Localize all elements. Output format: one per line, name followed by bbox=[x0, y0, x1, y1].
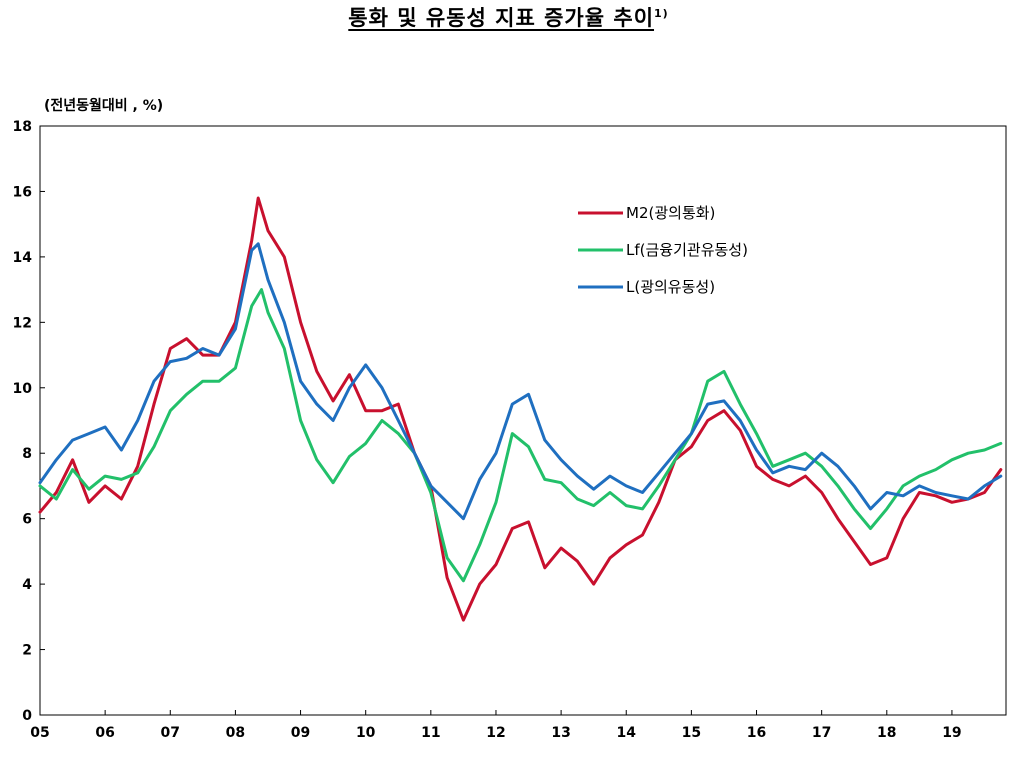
plot-frame bbox=[39, 125, 1007, 716]
y-tick-label: 0 bbox=[22, 708, 32, 724]
x-tick-label: 05 bbox=[30, 725, 49, 741]
x-axis: 05 06 07 08 09 10 11 12 13 14 15 16 17 18 19 bbox=[30, 710, 962, 741]
legend: M2(광의통화) Lf(금융기관유동성) L(광의유동성) bbox=[578, 204, 748, 296]
series-line-3 bbox=[38, 242, 1003, 521]
y-tick-label: 2 bbox=[22, 643, 32, 659]
legend-label: Lf(금융기관유동성) bbox=[626, 241, 748, 259]
x-tick-label: 08 bbox=[226, 725, 245, 741]
series-lines bbox=[38, 196, 1003, 622]
x-tick-label: 09 bbox=[291, 725, 310, 741]
x-tick-label: 14 bbox=[617, 725, 637, 741]
y-axis-unit-label: (전년동월대비 , %) bbox=[44, 98, 164, 114]
x-tick-label: 19 bbox=[942, 725, 961, 741]
y-tick-label: 16 bbox=[13, 184, 32, 200]
x-tick-label: 18 bbox=[877, 725, 896, 741]
x-tick-label: 10 bbox=[356, 725, 376, 741]
y-tick-label: 8 bbox=[22, 446, 32, 462]
x-tick-label: 16 bbox=[747, 725, 766, 741]
chart-title-footnote: 1) bbox=[654, 7, 669, 20]
x-tick-label: 17 bbox=[812, 725, 831, 741]
y-tick-label: 18 bbox=[13, 119, 32, 135]
x-tick-label: 07 bbox=[161, 725, 180, 741]
series-line-1 bbox=[38, 196, 1003, 622]
x-tick-label: 13 bbox=[551, 725, 570, 741]
series-line-2 bbox=[38, 288, 1003, 583]
y-axis: 0 2 4 6 8 10 12 14 16 18 bbox=[13, 119, 45, 724]
y-tick-label: 4 bbox=[22, 577, 32, 593]
y-tick-label: 6 bbox=[22, 512, 32, 528]
x-tick-label: 06 bbox=[95, 725, 114, 741]
y-tick-label: 14 bbox=[13, 250, 33, 266]
chart-title: 통화 및 유동성 지표 증가율 추이1) bbox=[0, 2, 1017, 32]
x-tick-label: 15 bbox=[682, 725, 701, 741]
x-tick-label: 11 bbox=[421, 725, 440, 741]
legend-label: M2(광의통화) bbox=[626, 204, 715, 222]
x-tick-label: 12 bbox=[486, 725, 505, 741]
y-tick-label: 10 bbox=[13, 381, 33, 397]
chart-title-text: 통화 및 유동성 지표 증가율 추이 bbox=[348, 6, 655, 30]
legend-label: L(광의유동성) bbox=[626, 278, 715, 296]
y-tick-label: 12 bbox=[13, 315, 32, 331]
